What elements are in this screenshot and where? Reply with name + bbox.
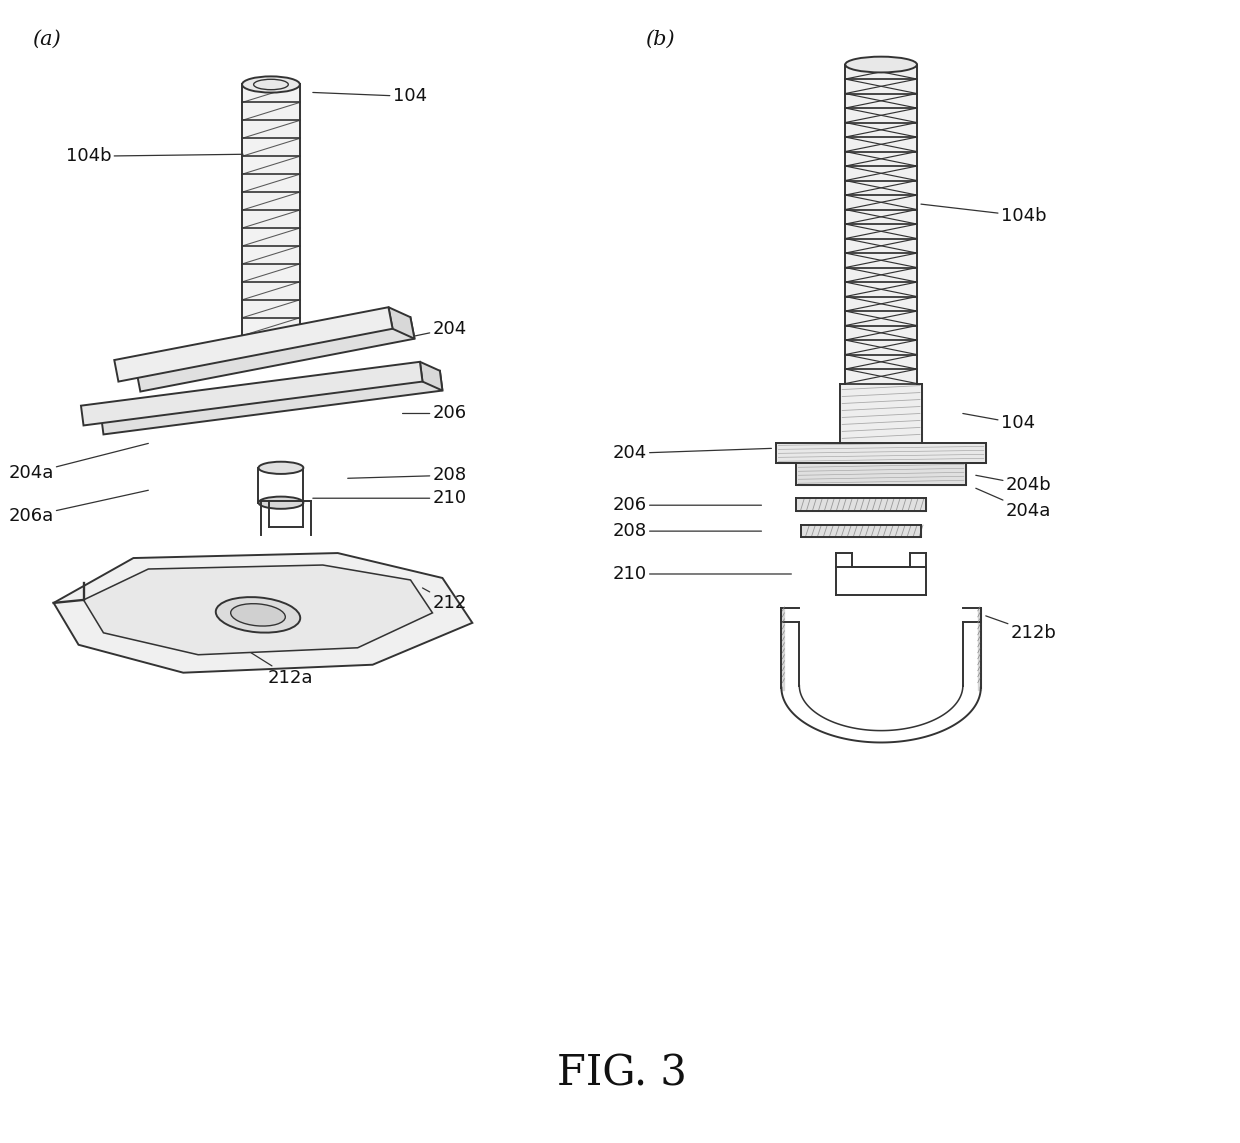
Text: 204: 204 <box>378 320 466 344</box>
Polygon shape <box>114 307 393 382</box>
Polygon shape <box>420 362 443 391</box>
Polygon shape <box>136 317 414 392</box>
Text: 204: 204 <box>613 445 771 463</box>
Ellipse shape <box>846 57 918 72</box>
Polygon shape <box>388 307 414 338</box>
Text: 210: 210 <box>613 565 791 583</box>
Text: 204b: 204b <box>976 475 1052 494</box>
Text: 212: 212 <box>423 588 466 612</box>
Ellipse shape <box>216 597 300 632</box>
Text: 206: 206 <box>403 405 466 423</box>
Text: (a): (a) <box>32 30 61 49</box>
Ellipse shape <box>231 604 285 626</box>
Ellipse shape <box>258 462 304 474</box>
Text: (b): (b) <box>645 30 675 49</box>
Ellipse shape <box>258 496 304 509</box>
Text: 104: 104 <box>312 88 427 105</box>
Text: 208: 208 <box>613 522 761 541</box>
Polygon shape <box>83 565 433 655</box>
Text: 210: 210 <box>312 489 466 507</box>
Text: 208: 208 <box>347 466 466 485</box>
Text: 204a: 204a <box>976 488 1052 520</box>
Text: 206a: 206a <box>9 490 149 525</box>
Text: 212a: 212a <box>250 653 314 687</box>
Text: 206: 206 <box>613 496 761 514</box>
Text: FIG. 3: FIG. 3 <box>557 1053 687 1095</box>
Polygon shape <box>100 370 443 434</box>
Text: 104: 104 <box>962 414 1035 432</box>
Polygon shape <box>53 553 472 673</box>
Text: 104b: 104b <box>66 147 243 166</box>
Text: 204a: 204a <box>9 443 149 482</box>
Text: 104b: 104b <box>921 205 1047 225</box>
Text: 212b: 212b <box>986 616 1056 642</box>
Polygon shape <box>81 362 423 425</box>
Ellipse shape <box>242 77 300 93</box>
